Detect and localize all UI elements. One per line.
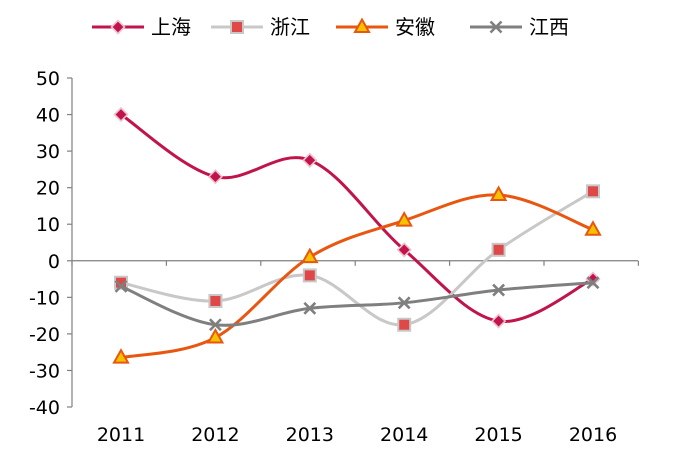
data-point xyxy=(114,279,128,293)
x-tick-label: 2011 xyxy=(97,424,145,446)
x-tick-label: 2015 xyxy=(474,424,522,446)
data-point xyxy=(303,301,317,315)
y-tick-label: 50 xyxy=(36,68,60,90)
data-point xyxy=(586,184,600,199)
legend-label: 安徽 xyxy=(395,15,435,39)
y-tick-label: -20 xyxy=(29,324,60,346)
data-point xyxy=(113,106,129,123)
x-tick-label: 2016 xyxy=(569,424,617,446)
plot-area xyxy=(112,106,602,364)
axes: 50 40 30 20 10 0 -10 -20 -30 -40 2011 2012 2013 2014 2… xyxy=(29,68,640,446)
legend-item-1: 浙江 xyxy=(211,15,310,39)
data-point xyxy=(302,152,318,168)
data-point xyxy=(302,268,317,283)
data-point xyxy=(584,220,602,236)
series-line xyxy=(119,193,595,360)
data-point xyxy=(586,276,600,290)
x-tick-label: 2012 xyxy=(191,424,239,446)
y-tick-label: 20 xyxy=(36,178,60,200)
legend-marker xyxy=(489,20,503,34)
data-point xyxy=(397,317,412,332)
data-point xyxy=(492,283,506,297)
x-tick-label: 2014 xyxy=(380,424,428,446)
legend-label: 江西 xyxy=(529,15,569,39)
legend-marker xyxy=(230,20,244,34)
series-line xyxy=(119,113,595,323)
legend-marker xyxy=(110,19,126,35)
data-point xyxy=(208,318,222,332)
data-point xyxy=(397,296,411,310)
x-tick-label: 2013 xyxy=(286,424,334,446)
series-line xyxy=(119,281,595,327)
y-tick-label: -40 xyxy=(29,397,60,419)
legend-item-2: 安徽 xyxy=(336,15,435,39)
data-point xyxy=(490,313,507,329)
legend-label: 浙江 xyxy=(270,15,310,39)
data-point xyxy=(396,242,412,258)
legend-item-0: 上海 xyxy=(92,15,191,39)
legend-item-3: 江西 xyxy=(470,15,569,39)
data-point xyxy=(114,275,128,290)
y-tick-label: 40 xyxy=(36,105,60,127)
y-tick-label: 0 xyxy=(48,251,60,273)
y-tick-label: 10 xyxy=(36,214,60,236)
series-2 xyxy=(112,185,602,364)
y-tick-label: -10 xyxy=(29,287,60,309)
y-tick-label: 30 xyxy=(36,141,60,163)
series-1 xyxy=(114,184,600,332)
legend-marker xyxy=(353,17,371,33)
data-point xyxy=(112,348,130,364)
data-point xyxy=(491,242,506,257)
legend: 上海 浙江 安徽 江西 xyxy=(92,15,569,39)
data-point xyxy=(301,247,319,264)
legend-label: 上海 xyxy=(151,15,191,39)
series-3 xyxy=(114,276,600,332)
data-point xyxy=(206,327,225,344)
series-0 xyxy=(113,106,601,329)
data-point xyxy=(207,169,224,185)
data-point xyxy=(208,293,223,308)
data-point xyxy=(395,211,413,227)
data-point xyxy=(489,185,508,201)
y-tick-label: -30 xyxy=(29,360,60,382)
